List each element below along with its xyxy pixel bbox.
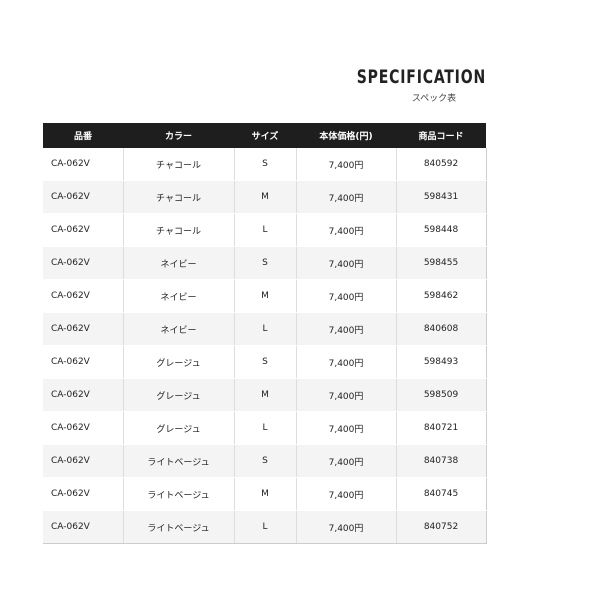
table-row: CA-062V ネイビー S 7,400円 598455: [43, 246, 487, 280]
price-cell: 7,400円: [296, 312, 397, 346]
spec-table: 品番 カラー サイズ 本体価格(円) 商品コード CA-062V チャコール S 7,…: [43, 123, 487, 544]
size-cell: M: [234, 378, 297, 412]
product-number-cell: CA-062V: [43, 444, 124, 478]
table-row: CA-062V ネイビー L 7,400円 840608: [43, 312, 487, 346]
price-cell: 7,400円: [296, 246, 397, 280]
product-code-cell: 840592: [396, 148, 487, 181]
size-cell: S: [234, 148, 297, 181]
color-cell: グレージュ: [123, 345, 235, 379]
table-row: CA-062V グレージュ L 7,400円 840721: [43, 411, 487, 445]
page-title: SPECIFICATION: [356, 66, 486, 88]
color-cell: チャコール: [123, 180, 235, 214]
product-number-cell: CA-062V: [43, 411, 124, 445]
color-cell: ライトベージュ: [123, 510, 235, 544]
price-cell: 7,400円: [296, 213, 397, 247]
product-number-cell: CA-062V: [43, 148, 124, 181]
size-cell: L: [234, 510, 297, 544]
price-cell: 7,400円: [296, 444, 397, 478]
size-cell: M: [234, 279, 297, 313]
table-row: CA-062V チャコール M 7,400円 598431: [43, 180, 487, 214]
product-code-cell: 598493: [396, 345, 487, 379]
color-cell: ライトベージュ: [123, 444, 235, 478]
column-header-price: 本体価格(円): [296, 123, 396, 148]
product-number-cell: CA-062V: [43, 180, 124, 214]
product-number-cell: CA-062V: [43, 378, 124, 412]
table-row: CA-062V チャコール S 7,400円 840592: [43, 148, 487, 181]
color-cell: ネイビー: [123, 246, 235, 280]
page-subtitle: スペック表: [411, 94, 457, 104]
product-code-cell: 598455: [396, 246, 487, 280]
product-code-cell: 840752: [396, 510, 487, 544]
table-row: CA-062V グレージュ M 7,400円 598509: [43, 378, 487, 412]
color-cell: ネイビー: [123, 312, 235, 346]
table-row: CA-062V チャコール L 7,400円 598448: [43, 213, 487, 247]
product-code-cell: 598509: [396, 378, 487, 412]
price-cell: 7,400円: [296, 378, 397, 412]
size-cell: S: [234, 246, 297, 280]
product-number-cell: CA-062V: [43, 510, 124, 544]
product-number-cell: CA-062V: [43, 246, 124, 280]
color-cell: グレージュ: [123, 411, 235, 445]
color-cell: ネイビー: [123, 279, 235, 313]
price-cell: 7,400円: [296, 510, 397, 544]
product-code-cell: 840745: [396, 477, 487, 511]
size-cell: M: [234, 180, 297, 214]
product-number-cell: CA-062V: [43, 312, 124, 346]
size-cell: S: [234, 345, 297, 379]
price-cell: 7,400円: [296, 477, 397, 511]
product-number-cell: CA-062V: [43, 345, 124, 379]
price-cell: 7,400円: [296, 180, 397, 214]
color-cell: チャコール: [123, 148, 235, 181]
table-row: CA-062V ライトベージュ M 7,400円 840745: [43, 477, 487, 511]
color-cell: ライトベージュ: [123, 477, 235, 511]
price-cell: 7,400円: [296, 345, 397, 379]
product-code-cell: 598448: [396, 213, 487, 247]
product-code-cell: 840721: [396, 411, 487, 445]
price-cell: 7,400円: [296, 148, 397, 181]
product-number-cell: CA-062V: [43, 477, 124, 511]
product-code-cell: 598462: [396, 279, 487, 313]
table-row: CA-062V グレージュ S 7,400円 598493: [43, 345, 487, 379]
price-cell: 7,400円: [296, 279, 397, 313]
product-code-cell: 840608: [396, 312, 487, 346]
size-cell: L: [234, 213, 297, 247]
size-cell: L: [234, 312, 297, 346]
table-row: CA-062V ライトベージュ L 7,400円 840752: [43, 510, 487, 544]
column-header-product-number: 品番: [43, 123, 123, 148]
color-cell: グレージュ: [123, 378, 235, 412]
column-header-color: カラー: [123, 123, 234, 148]
size-cell: L: [234, 411, 297, 445]
column-header-size: サイズ: [234, 123, 296, 148]
size-cell: S: [234, 444, 297, 478]
product-code-cell: 840738: [396, 444, 487, 478]
product-number-cell: CA-062V: [43, 279, 124, 313]
table-row: CA-062V ネイビー M 7,400円 598462: [43, 279, 487, 313]
column-header-product-code: 商品コード: [396, 123, 486, 148]
table-header-row: 品番 カラー サイズ 本体価格(円) 商品コード: [43, 123, 486, 148]
product-code-cell: 598431: [396, 180, 487, 214]
table-row: CA-062V ライトベージュ S 7,400円 840738: [43, 444, 487, 478]
size-cell: M: [234, 477, 297, 511]
color-cell: チャコール: [123, 213, 235, 247]
price-cell: 7,400円: [296, 411, 397, 445]
product-number-cell: CA-062V: [43, 213, 124, 247]
